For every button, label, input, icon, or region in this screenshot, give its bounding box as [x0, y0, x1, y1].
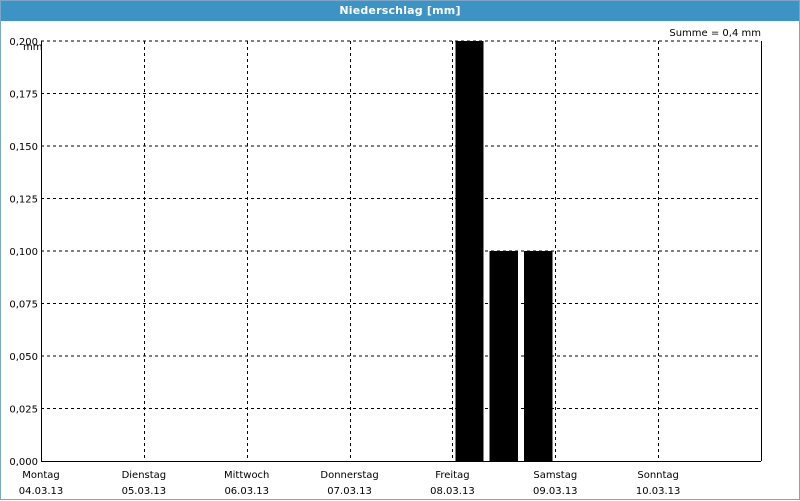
x-tick-date-label: 08.03.13 — [430, 486, 475, 497]
y-axis-unit: mm — [23, 42, 43, 53]
y-tick-label: 0,050 — [9, 352, 38, 363]
x-tick-day-label: Dienstag — [122, 470, 167, 481]
x-tick-date-label: 10.03.13 — [636, 486, 681, 497]
x-tick-date-label: 04.03.13 — [19, 486, 64, 497]
y-tick-label: 0,025 — [9, 405, 38, 416]
y-tick-label: 0,125 — [9, 195, 38, 206]
y-tick-label: 0,075 — [9, 300, 38, 311]
y-tick-label: 0,175 — [9, 90, 38, 101]
x-tick-date-label: 06.03.13 — [224, 486, 269, 497]
precipitation-bar — [489, 251, 518, 461]
y-tick-label: 0,150 — [9, 142, 38, 153]
sum-label: Summe = 0,4 mm — [669, 28, 761, 39]
precipitation-bar — [524, 251, 553, 461]
x-tick-day-label: Montag — [22, 470, 59, 481]
x-tick-date-label: 09.03.13 — [533, 486, 578, 497]
x-tick-day-label: Samstag — [533, 470, 577, 481]
x-tick-day-label: Freitag — [435, 470, 469, 481]
x-tick-day-label: Mittwoch — [224, 470, 269, 481]
y-tick-label: 0,100 — [9, 247, 38, 258]
x-tick-day-label: Donnerstag — [320, 470, 378, 481]
y-tick-label: 0,000 — [9, 457, 38, 468]
window-title: Niederschlag [mm] — [339, 4, 461, 17]
precipitation-bar — [455, 41, 484, 461]
y-tick-label: 0,200 — [9, 37, 38, 48]
x-tick-day-label: Sonntag — [637, 470, 679, 481]
x-tick-date-label: 05.03.13 — [122, 486, 167, 497]
x-tick-date-label: 07.03.13 — [327, 486, 372, 497]
title-bar: Niederschlag [mm] — [1, 1, 799, 21]
